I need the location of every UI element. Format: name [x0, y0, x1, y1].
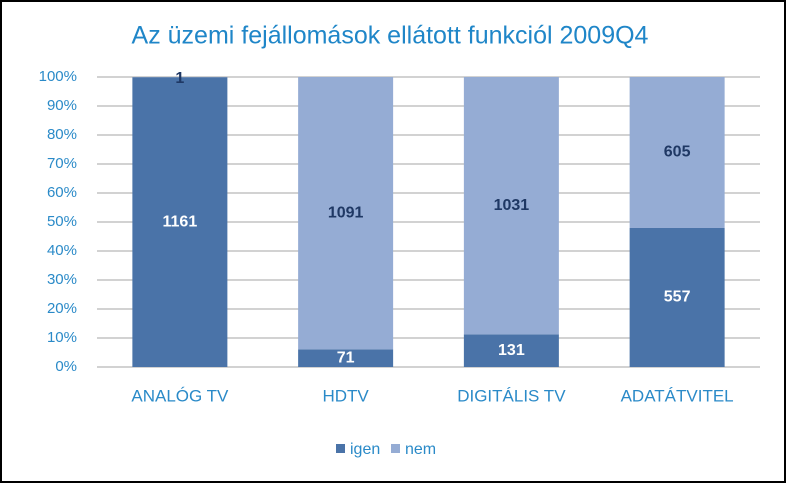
data-label: 1031 [494, 197, 530, 214]
x-tick-label: ANALÓG TV [131, 386, 229, 405]
bar-segment [629, 227, 725, 367]
y-tick-label: 60% [47, 184, 77, 201]
x-tick-label: HDTV [322, 386, 369, 405]
data-label: 131 [498, 342, 525, 359]
y-tick-label: 50% [47, 213, 77, 230]
legend-swatch [336, 444, 345, 453]
legend-label: igen [350, 441, 380, 458]
y-tick-label: 0% [55, 358, 77, 375]
y-tick-label: 70% [47, 155, 77, 172]
x-tick-label: ADATÁTVITEL [621, 386, 734, 405]
data-label: 1161 [163, 213, 198, 230]
data-label: 71 [337, 349, 355, 366]
data-label: 1 [175, 70, 184, 87]
bar-segment [298, 349, 394, 367]
legend-label: nem [405, 441, 436, 458]
y-tick-label: 30% [47, 271, 77, 288]
legend-swatch [391, 444, 400, 453]
chart-title: Az üzemi fejállomások ellátott funkciól … [132, 22, 649, 50]
bar-segment [132, 77, 228, 367]
y-tick-label: 80% [47, 126, 77, 143]
y-tick-label: 10% [47, 329, 77, 346]
x-tick-label: DIGITÁLIS TV [457, 386, 566, 405]
data-label: 557 [664, 289, 691, 306]
y-tick-label: 20% [47, 300, 77, 317]
bar-segment [463, 77, 559, 335]
bar-segment [298, 77, 394, 350]
y-tick-label: 90% [47, 97, 77, 114]
y-tick-label: 100% [39, 68, 77, 85]
data-label: 605 [664, 144, 691, 161]
y-tick-label: 40% [47, 242, 77, 259]
data-label: 1091 [328, 204, 364, 221]
bar-segment [463, 334, 559, 367]
bar-segment [629, 77, 725, 228]
